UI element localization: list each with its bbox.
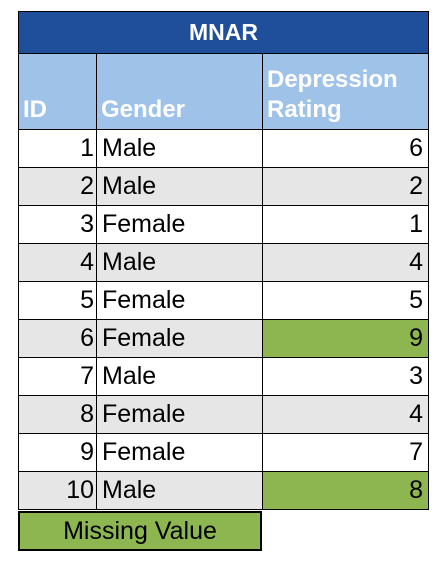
missing-value-legend: Missing Value bbox=[18, 511, 262, 551]
mnar-sheet: MNAR ID Gender Depression Rating 1 Male 6 2… bbox=[17, 11, 430, 551]
table-row: 3 Female 1 bbox=[18, 205, 430, 244]
table-row: 6 Female 9 bbox=[18, 319, 430, 358]
cell-rating: 2 bbox=[261, 167, 430, 206]
cell-rating: 1 bbox=[261, 205, 430, 244]
cell-id: 6 bbox=[18, 319, 97, 358]
mnar-table: MNAR ID Gender Depression Rating 1 Male 6 2… bbox=[17, 11, 430, 510]
cell-rating-missing: 8 bbox=[261, 471, 430, 510]
cell-gender: Female bbox=[96, 319, 263, 358]
cell-gender: Female bbox=[96, 395, 263, 434]
cell-id: 3 bbox=[18, 205, 97, 244]
table-row: 4 Male 4 bbox=[18, 243, 430, 282]
cell-rating: 4 bbox=[261, 243, 430, 282]
cell-id: 10 bbox=[18, 471, 97, 510]
cell-gender: Male bbox=[96, 357, 263, 396]
table-row: 1 Male 6 bbox=[18, 129, 430, 168]
cell-gender: Female bbox=[96, 205, 263, 244]
cell-gender: Male bbox=[96, 167, 263, 206]
cell-id: 1 bbox=[18, 129, 97, 168]
cell-rating: 4 bbox=[261, 395, 430, 434]
cell-rating: 3 bbox=[261, 357, 430, 396]
cell-rating-missing: 9 bbox=[261, 319, 430, 358]
cell-id: 5 bbox=[18, 281, 97, 320]
cell-rating: 5 bbox=[261, 281, 430, 320]
cell-id: 7 bbox=[18, 357, 97, 396]
table-row: 7 Male 3 bbox=[18, 357, 430, 396]
table-row: 10 Male 8 bbox=[18, 471, 430, 510]
table-row: 2 Male 2 bbox=[18, 167, 430, 206]
header-id: ID bbox=[18, 53, 97, 130]
table-row: 5 Female 5 bbox=[18, 281, 430, 320]
cell-gender: Male bbox=[96, 471, 263, 510]
cell-rating: 6 bbox=[261, 129, 430, 168]
cell-id: 9 bbox=[18, 433, 97, 472]
table-title: MNAR bbox=[17, 11, 430, 54]
header-gender: Gender bbox=[96, 53, 263, 130]
table-body: 1 Male 6 2 Male 2 3 Female 1 4 Male 4 5 Female 5 6 Femal… bbox=[18, 129, 430, 510]
cell-gender: Male bbox=[96, 243, 263, 282]
table-row: 8 Female 4 bbox=[18, 395, 430, 434]
cell-gender: Male bbox=[96, 129, 263, 168]
cell-gender: Female bbox=[96, 281, 263, 320]
cell-id: 2 bbox=[18, 167, 97, 206]
cell-id: 4 bbox=[18, 243, 97, 282]
cell-id: 8 bbox=[18, 395, 97, 434]
cell-gender: Female bbox=[96, 433, 263, 472]
cell-rating: 7 bbox=[261, 433, 430, 472]
table-row: 9 Female 7 bbox=[18, 433, 430, 472]
header-depression-rating: Depression Rating bbox=[261, 53, 430, 130]
